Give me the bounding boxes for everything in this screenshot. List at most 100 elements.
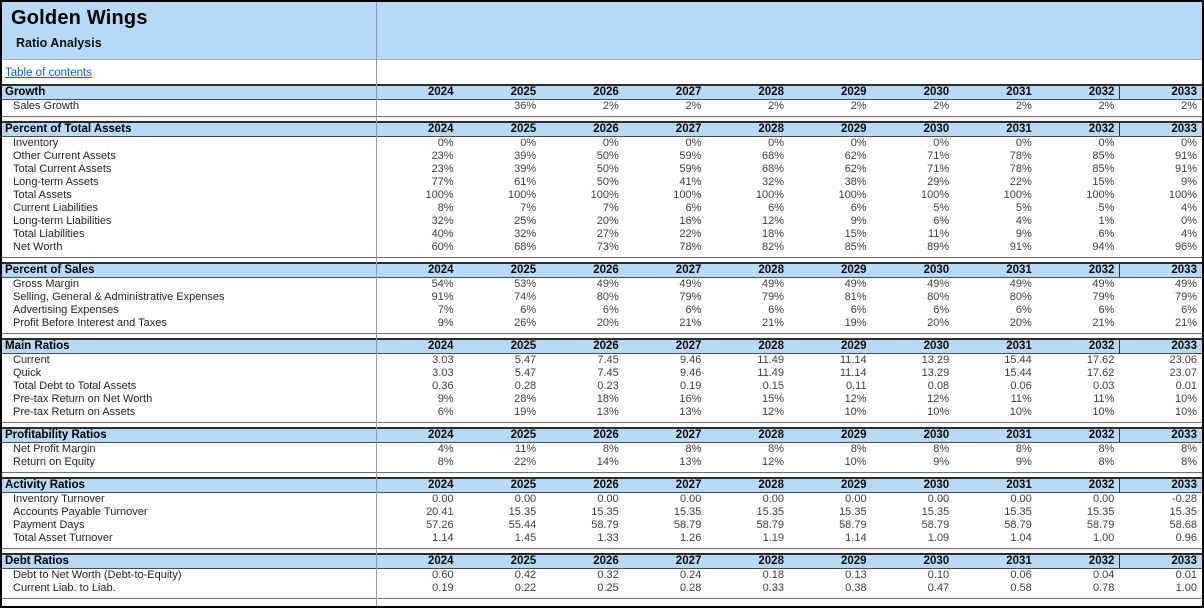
cell-value: 0.00	[762, 493, 784, 505]
cell-value: 9.46	[679, 367, 702, 379]
cell-value: 0.01	[1175, 380, 1197, 392]
cell-value: 0.06	[1010, 380, 1032, 392]
section-main-ratios: Main Ratios 2024 2025 2026 2027 2028 2029 2030 2…	[2, 338, 1202, 423]
cell-value: 59%	[679, 150, 702, 162]
cell-value: 11.14	[839, 367, 867, 379]
cell-value: 0.42	[514, 569, 537, 581]
cell-value: 15.35	[839, 506, 867, 518]
cell-value: 8%	[1181, 456, 1197, 468]
section-header-row: Activity Ratios 2024 2025 2026 2027 2028 2029 2…	[2, 479, 1202, 493]
year-header: 2029	[841, 340, 867, 352]
year-header: 2028	[758, 340, 784, 352]
cell-value: 0.36	[432, 380, 454, 392]
cell-value: 40%	[431, 228, 454, 240]
cell-value: 0.00	[1010, 493, 1032, 505]
cell-value: 36%	[514, 100, 537, 112]
cell-value: 20%	[596, 317, 619, 329]
year-header: 2027	[675, 340, 702, 352]
cell-value: 19%	[844, 317, 867, 329]
cell-value: 26%	[514, 317, 537, 329]
row-label: Long-term Liabilities	[13, 215, 112, 227]
cell-value: 60%	[431, 241, 454, 253]
cell-value: 12%	[927, 393, 950, 405]
cell-value: 19%	[514, 406, 537, 418]
year-header: 2028	[758, 555, 784, 567]
cell-value: 100%	[1168, 189, 1197, 201]
cell-value: 9%	[850, 215, 867, 227]
table-row: Total Asset Turnover 1.14 1.45 1.33 1.26 1.19…	[2, 532, 1202, 545]
cell-value: 15.35	[673, 506, 702, 518]
table-row: Long-term Assets 77% 61% 50% 41% 32% 38% 29% 22%…	[2, 176, 1202, 189]
cell-value: 0.96	[1175, 532, 1197, 544]
row-label: Total Liabilities	[13, 228, 85, 240]
cell-value: 15.35	[508, 506, 537, 518]
table-row: Inventory Turnover 0.00 0.00 0.00 0.00 0.00 0.…	[2, 493, 1202, 506]
year-header: 2033	[1119, 86, 1202, 99]
cell-value: 8%	[437, 202, 454, 214]
cell-value: 74%	[514, 291, 537, 303]
cell-value: 0.28	[679, 582, 702, 594]
cell-value: 15%	[1092, 176, 1115, 188]
cell-value: 20%	[1009, 317, 1032, 329]
year-header: 2027	[675, 123, 702, 135]
cell-value: 49%	[761, 278, 784, 290]
cell-value: 80%	[1009, 291, 1032, 303]
year-header: 2032	[1088, 340, 1115, 352]
year-header: 2032	[1088, 479, 1115, 491]
section-title: Growth	[5, 86, 46, 98]
year-header: 2032	[1088, 123, 1115, 135]
cell-value: 15.35	[756, 506, 784, 518]
year-header: 2024	[428, 123, 454, 135]
cell-value: 6%	[685, 304, 702, 316]
cell-value: 20.41	[426, 506, 454, 518]
year-header: 2029	[841, 479, 867, 491]
cell-value: 2%	[1181, 100, 1197, 112]
cell-value: 12%	[761, 456, 784, 468]
table-row: Debt to Net Worth (Debt-to-Equity) 0.60 0.…	[2, 569, 1202, 582]
year-header: 2028	[758, 123, 784, 135]
cell-value: 1.00	[1175, 582, 1197, 594]
year-header: 2033	[1119, 264, 1202, 277]
cell-value: 5.47	[514, 354, 537, 366]
cell-value: 38%	[844, 176, 867, 188]
year-header: 2026	[593, 479, 619, 491]
cell-value: 16%	[679, 215, 702, 227]
cell-value: 50%	[596, 176, 619, 188]
cell-value: 18%	[596, 393, 619, 405]
cell-value: 0.32	[597, 569, 619, 581]
cell-value: 5.47	[514, 367, 537, 379]
table-row: Current Liabilities 8% 7% 7% 6% 6% 6% 5% 5% 5% 4%	[2, 202, 1202, 215]
cell-value: 16%	[679, 393, 702, 405]
year-header: 2025	[510, 264, 537, 276]
cell-value: 79%	[761, 291, 784, 303]
cell-value: 8%	[1098, 443, 1115, 455]
cell-value: 13.29	[921, 367, 950, 379]
cell-value: 58.79	[756, 519, 784, 531]
cell-value: 80%	[596, 291, 619, 303]
year-header: 2029	[841, 86, 867, 98]
cell-value: 11%	[1010, 393, 1032, 405]
year-header: 2032	[1088, 555, 1115, 567]
cell-value: 0.47	[927, 582, 950, 594]
cell-value: 0.33	[762, 582, 784, 594]
cell-value: 6%	[520, 304, 537, 316]
cell-value: 14%	[596, 456, 619, 468]
cell-value: 0.00	[927, 493, 950, 505]
cell-value: 22%	[514, 456, 537, 468]
table-of-contents-link[interactable]: Table of contents	[5, 67, 92, 79]
cell-value: 6%	[933, 215, 950, 227]
cell-value: 6%	[768, 202, 784, 214]
cell-value: 11.14	[839, 354, 867, 366]
section-growth: Growth 2024 2025 2026 2027 2028 2029 2030 2031 20…	[2, 84, 1202, 117]
cell-value: 55.44	[508, 519, 537, 531]
cell-value: 0.08	[927, 380, 950, 392]
cell-value: 0.60	[432, 569, 454, 581]
cell-value: 10%	[927, 406, 950, 418]
cell-value: 6%	[850, 202, 867, 214]
cell-value: 58.79	[921, 519, 950, 531]
cell-value: 4%	[1181, 228, 1197, 240]
year-header: 2033	[1119, 340, 1202, 353]
year-header: 2024	[428, 555, 454, 567]
sections-container: Growth 2024 2025 2026 2027 2028 2029 2030 2031 20…	[2, 84, 1202, 599]
cell-value: 6%	[1098, 228, 1115, 240]
